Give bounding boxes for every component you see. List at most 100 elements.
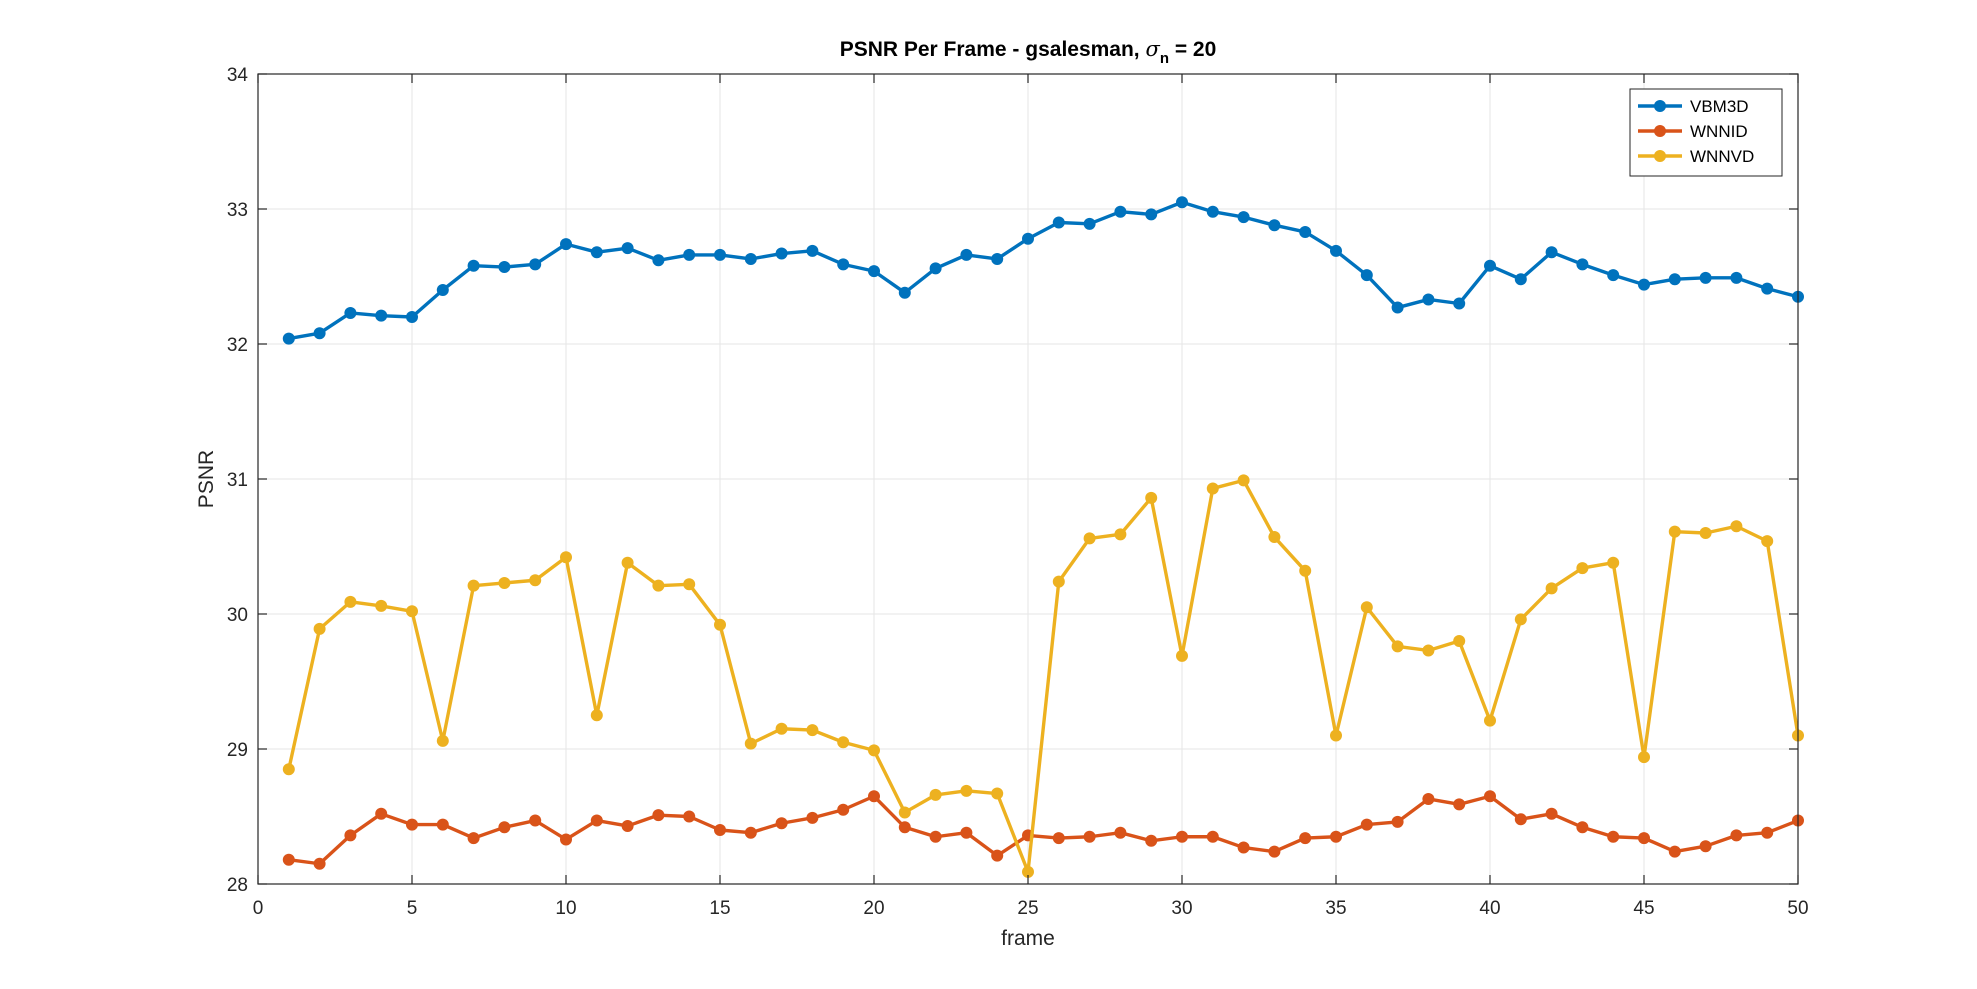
x-tick-label: 0 <box>253 898 264 919</box>
data-point-wnnvd <box>929 788 942 801</box>
series-layer <box>282 196 1804 878</box>
legend-swatch-marker <box>1654 125 1666 137</box>
data-point-wnnid <box>590 814 603 827</box>
data-point-vbm3d <box>498 261 511 274</box>
chart-title: PSNR Per Frame - gsalesman, σn = 20 <box>840 37 1217 67</box>
data-point-vbm3d <box>1022 232 1034 245</box>
legend-label: VBM3D <box>1690 97 1749 116</box>
data-point-wnnvd <box>652 579 665 592</box>
data-point-wnnid <box>929 830 942 843</box>
series-vbm3d <box>282 196 1804 345</box>
data-point-wnnvd <box>1176 649 1188 662</box>
data-point-wnnid <box>1330 830 1342 843</box>
data-point-wnnvd <box>1237 474 1250 487</box>
data-point-wnnvd <box>498 576 511 589</box>
data-point-vbm3d <box>1083 217 1096 230</box>
data-point-vbm3d <box>683 248 696 261</box>
data-point-wnnid <box>1206 830 1219 843</box>
data-point-wnnvd <box>868 744 880 757</box>
data-point-wnnvd <box>313 622 326 635</box>
data-point-wnnvd <box>344 595 357 608</box>
data-point-wnnvd <box>1268 531 1281 544</box>
series-line-wnnvd <box>287 478 1800 874</box>
data-point-vbm3d <box>806 244 819 257</box>
data-point-wnnid <box>683 810 696 823</box>
data-point-wnnvd <box>1761 535 1774 548</box>
data-point-wnnvd <box>1052 575 1065 588</box>
data-point-wnnvd <box>1206 482 1219 495</box>
data-point-vbm3d <box>621 242 634 255</box>
data-point-wnnid <box>1576 821 1589 834</box>
data-point-wnnvd <box>560 551 572 564</box>
data-point-vbm3d <box>1299 225 1312 238</box>
chart-title-subscript: n <box>1160 50 1169 67</box>
data-point-wnnid <box>898 821 911 834</box>
data-point-wnnid <box>282 853 295 866</box>
data-point-wnnvd <box>1453 635 1466 647</box>
data-point-vbm3d <box>1545 246 1558 259</box>
data-point-wnnid <box>621 819 634 832</box>
data-point-vbm3d <box>775 247 788 260</box>
data-point-wnnid <box>960 826 973 839</box>
data-point-vbm3d <box>1422 293 1435 306</box>
data-point-wnnid <box>868 790 880 803</box>
series-wnnvd <box>282 474 1804 878</box>
data-point-wnnid <box>313 857 326 870</box>
data-point-vbm3d <box>344 306 357 319</box>
data-point-vbm3d <box>1761 282 1774 295</box>
data-point-wnnvd <box>1638 751 1650 764</box>
data-point-wnnvd <box>1022 865 1034 878</box>
legend: VBM3D WNNID WNNVD <box>1629 88 1783 177</box>
data-point-wnnid <box>1514 813 1527 826</box>
data-point-vbm3d <box>467 259 480 272</box>
data-point-wnnvd <box>1699 527 1712 539</box>
y-tick-label: 32 <box>227 335 248 356</box>
data-point-wnnid <box>1699 840 1712 853</box>
x-axis-label: frame <box>1001 927 1055 950</box>
data-point-wnnvd <box>436 734 449 747</box>
data-point-wnnvd <box>898 806 911 819</box>
x-tick-label: 10 <box>555 898 576 919</box>
data-point-wnnvd <box>1514 613 1527 626</box>
data-point-wnnid <box>1360 818 1373 831</box>
y-tick-label: 34 <box>227 65 249 86</box>
chart-title-prefix: PSNR Per Frame - gsalesman, <box>840 38 1146 61</box>
data-point-wnnvd <box>282 763 295 776</box>
data-point-vbm3d <box>406 311 418 323</box>
data-point-wnnid <box>837 803 850 816</box>
legend-item-vbm3d: VBM3D <box>1638 97 1749 116</box>
data-point-vbm3d <box>744 252 757 265</box>
data-point-wnnid <box>406 818 418 831</box>
data-point-vbm3d <box>436 284 449 296</box>
data-point-vbm3d <box>1206 205 1219 218</box>
data-point-wnnid <box>344 829 357 842</box>
chart-title-suffix: = 20 <box>1169 38 1216 61</box>
data-point-vbm3d <box>991 252 1004 265</box>
data-point-wnnvd <box>1422 644 1435 657</box>
data-point-vbm3d <box>560 238 572 251</box>
data-point-vbm3d <box>1484 259 1496 272</box>
data-point-wnnid <box>1422 792 1435 805</box>
data-point-wnnid <box>1453 798 1466 811</box>
data-point-wnnvd <box>1145 491 1158 504</box>
legend-label: WNNID <box>1690 122 1748 141</box>
x-tick-label: 15 <box>709 898 730 919</box>
data-point-vbm3d <box>1453 297 1466 310</box>
data-point-wnnid <box>1237 841 1250 854</box>
x-tick-label: 5 <box>407 898 418 919</box>
data-point-wnnid <box>467 832 480 845</box>
x-tick-label: 35 <box>1325 898 1346 919</box>
data-point-wnnid <box>1052 832 1065 845</box>
data-point-wnnvd <box>1299 564 1312 577</box>
data-point-wnnvd <box>375 599 388 612</box>
data-point-vbm3d <box>1114 205 1127 218</box>
legend-swatch-marker <box>1654 100 1666 112</box>
x-tick-label: 30 <box>1171 898 1192 919</box>
legend-item-wnnvd: WNNVD <box>1638 147 1754 166</box>
data-point-wnnvd <box>991 787 1004 800</box>
data-point-wnnvd <box>1545 582 1558 595</box>
x-tick-label: 40 <box>1479 898 1500 919</box>
y-tick-label: 33 <box>227 200 248 221</box>
data-point-wnnvd <box>1391 640 1404 653</box>
